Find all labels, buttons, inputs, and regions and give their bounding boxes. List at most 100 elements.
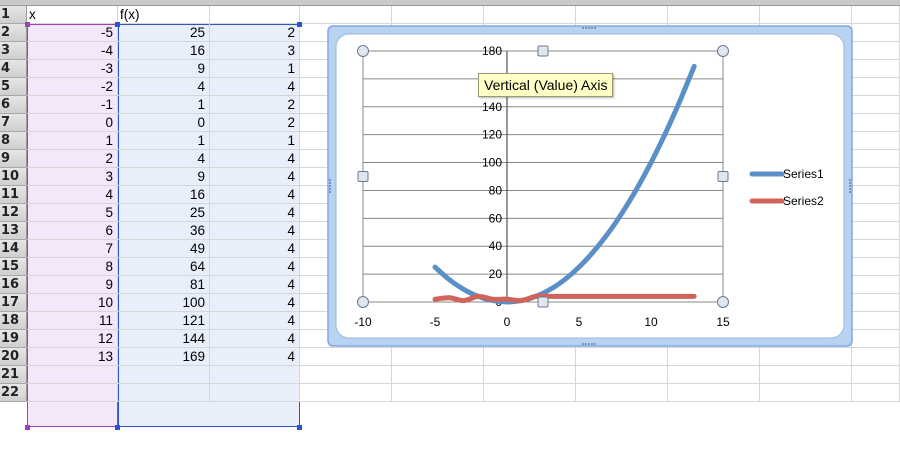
resize-handle-edge[interactable]	[537, 296, 549, 308]
table-cell[interactable]	[852, 24, 900, 42]
table-cell[interactable]: 1	[118, 96, 210, 114]
row-header[interactable]: 11	[0, 186, 27, 204]
frame-grip[interactable]	[849, 185, 851, 187]
table-cell[interactable]: 11	[27, 312, 118, 330]
row-header[interactable]: 12	[0, 204, 27, 222]
frame-grip[interactable]	[329, 185, 331, 187]
table-cell[interactable]: 13	[27, 348, 118, 366]
row-header[interactable]: 13	[0, 222, 27, 240]
row-header[interactable]: 17	[0, 294, 27, 312]
frame-grip[interactable]	[582, 343, 584, 345]
table-cell[interactable]: 4	[210, 204, 300, 222]
frame-grip[interactable]	[591, 27, 593, 29]
table-cell[interactable]	[852, 294, 900, 312]
table-cell[interactable]	[576, 348, 668, 366]
selection-handle[interactable]	[115, 22, 120, 27]
row-header[interactable]: 7	[0, 114, 27, 132]
table-cell[interactable]: 10	[27, 294, 118, 312]
row-header[interactable]: 16	[0, 276, 27, 294]
resize-handle-corner[interactable]	[357, 296, 369, 308]
row-header[interactable]: 3	[0, 42, 27, 60]
y-tick-label[interactable]: 120	[482, 128, 502, 142]
resize-handle-edge[interactable]	[537, 45, 549, 57]
table-cell[interactable]	[852, 222, 900, 240]
frame-grip[interactable]	[591, 343, 593, 345]
table-cell[interactable]: 49	[118, 240, 210, 258]
frame-grip[interactable]	[849, 191, 851, 193]
table-cell[interactable]	[852, 150, 900, 168]
row-header[interactable]: 15	[0, 258, 27, 276]
row-header[interactable]: 10	[0, 168, 27, 186]
row-header[interactable]: 18	[0, 312, 27, 330]
table-cell[interactable]	[300, 348, 392, 366]
table-cell[interactable]	[852, 204, 900, 222]
table-cell[interactable]: 0	[27, 114, 118, 132]
resize-handle-edge[interactable]	[357, 171, 369, 182]
selection-handle[interactable]	[25, 22, 30, 27]
table-cell[interactable]: 4	[210, 150, 300, 168]
row-header[interactable]: 8	[0, 132, 27, 150]
column-label-cell[interactable]	[852, 6, 900, 24]
resize-handle-corner[interactable]	[717, 296, 729, 308]
table-cell[interactable]: 2	[210, 24, 300, 42]
table-cell[interactable]	[852, 258, 900, 276]
x-axis-labels[interactable]: -10 -5 0 5 10 15	[354, 315, 730, 329]
table-cell[interactable]: 4	[210, 78, 300, 96]
table-cell[interactable]: 1	[27, 132, 118, 150]
table-cell[interactable]	[392, 366, 484, 384]
table-cell[interactable]: 6	[27, 222, 118, 240]
table-cell[interactable]	[760, 366, 852, 384]
table-cell[interactable]: 4	[210, 276, 300, 294]
frame-grip[interactable]	[329, 182, 331, 184]
row-header[interactable]: 14	[0, 240, 27, 258]
table-cell[interactable]: 64	[118, 258, 210, 276]
row-header[interactable]: 20	[0, 348, 27, 366]
frame-grip[interactable]	[329, 191, 331, 193]
table-cell[interactable]	[668, 384, 760, 402]
row-header[interactable]: 1	[0, 6, 27, 24]
y-tick-label[interactable]: 180	[482, 44, 502, 58]
table-cell[interactable]: -2	[27, 78, 118, 96]
y-tick-label[interactable]: 40	[489, 239, 503, 253]
column-label-cell[interactable]: f(x)	[118, 6, 210, 24]
table-cell[interactable]: 36	[118, 222, 210, 240]
table-cell[interactable]: 1	[118, 132, 210, 150]
table-cell[interactable]: 16	[118, 186, 210, 204]
table-cell[interactable]: 5	[27, 204, 118, 222]
table-cell[interactable]: 121	[118, 312, 210, 330]
column-header-strip[interactable]	[0, 0, 900, 6]
selection-handle[interactable]	[115, 425, 120, 430]
table-cell[interactable]	[852, 60, 900, 78]
x-tick-label[interactable]: 5	[576, 315, 583, 329]
table-cell[interactable]: 8	[27, 258, 118, 276]
column-label-cell[interactable]: x	[27, 6, 118, 24]
table-cell[interactable]: 12	[27, 330, 118, 348]
table-cell[interactable]	[852, 114, 900, 132]
selection-handle[interactable]	[297, 425, 302, 430]
x-tick-label[interactable]: -5	[430, 315, 441, 329]
row-header[interactable]: 2	[0, 24, 27, 42]
table-cell[interactable]	[668, 366, 760, 384]
table-cell[interactable]: 25	[118, 204, 210, 222]
chart-area[interactable]	[335, 33, 845, 339]
column-label-cell[interactable]	[300, 6, 392, 24]
table-cell[interactable]	[852, 384, 900, 402]
table-cell[interactable]	[210, 366, 300, 384]
selection-handle[interactable]	[25, 425, 30, 430]
row-header[interactable]: 19	[0, 330, 27, 348]
table-cell[interactable]	[300, 384, 392, 402]
table-cell[interactable]	[392, 384, 484, 402]
frame-grip[interactable]	[329, 179, 331, 181]
frame-grip[interactable]	[849, 188, 851, 190]
table-cell[interactable]: 144	[118, 330, 210, 348]
table-cell[interactable]	[852, 42, 900, 60]
table-cell[interactable]	[576, 384, 668, 402]
column-label-cell[interactable]	[576, 6, 668, 24]
table-cell[interactable]	[852, 366, 900, 384]
resize-handle-edge[interactable]	[717, 171, 729, 182]
table-cell[interactable]	[392, 348, 484, 366]
table-cell[interactable]	[484, 384, 576, 402]
table-cell[interactable]	[484, 366, 576, 384]
x-tick-label[interactable]: 0	[504, 315, 511, 329]
